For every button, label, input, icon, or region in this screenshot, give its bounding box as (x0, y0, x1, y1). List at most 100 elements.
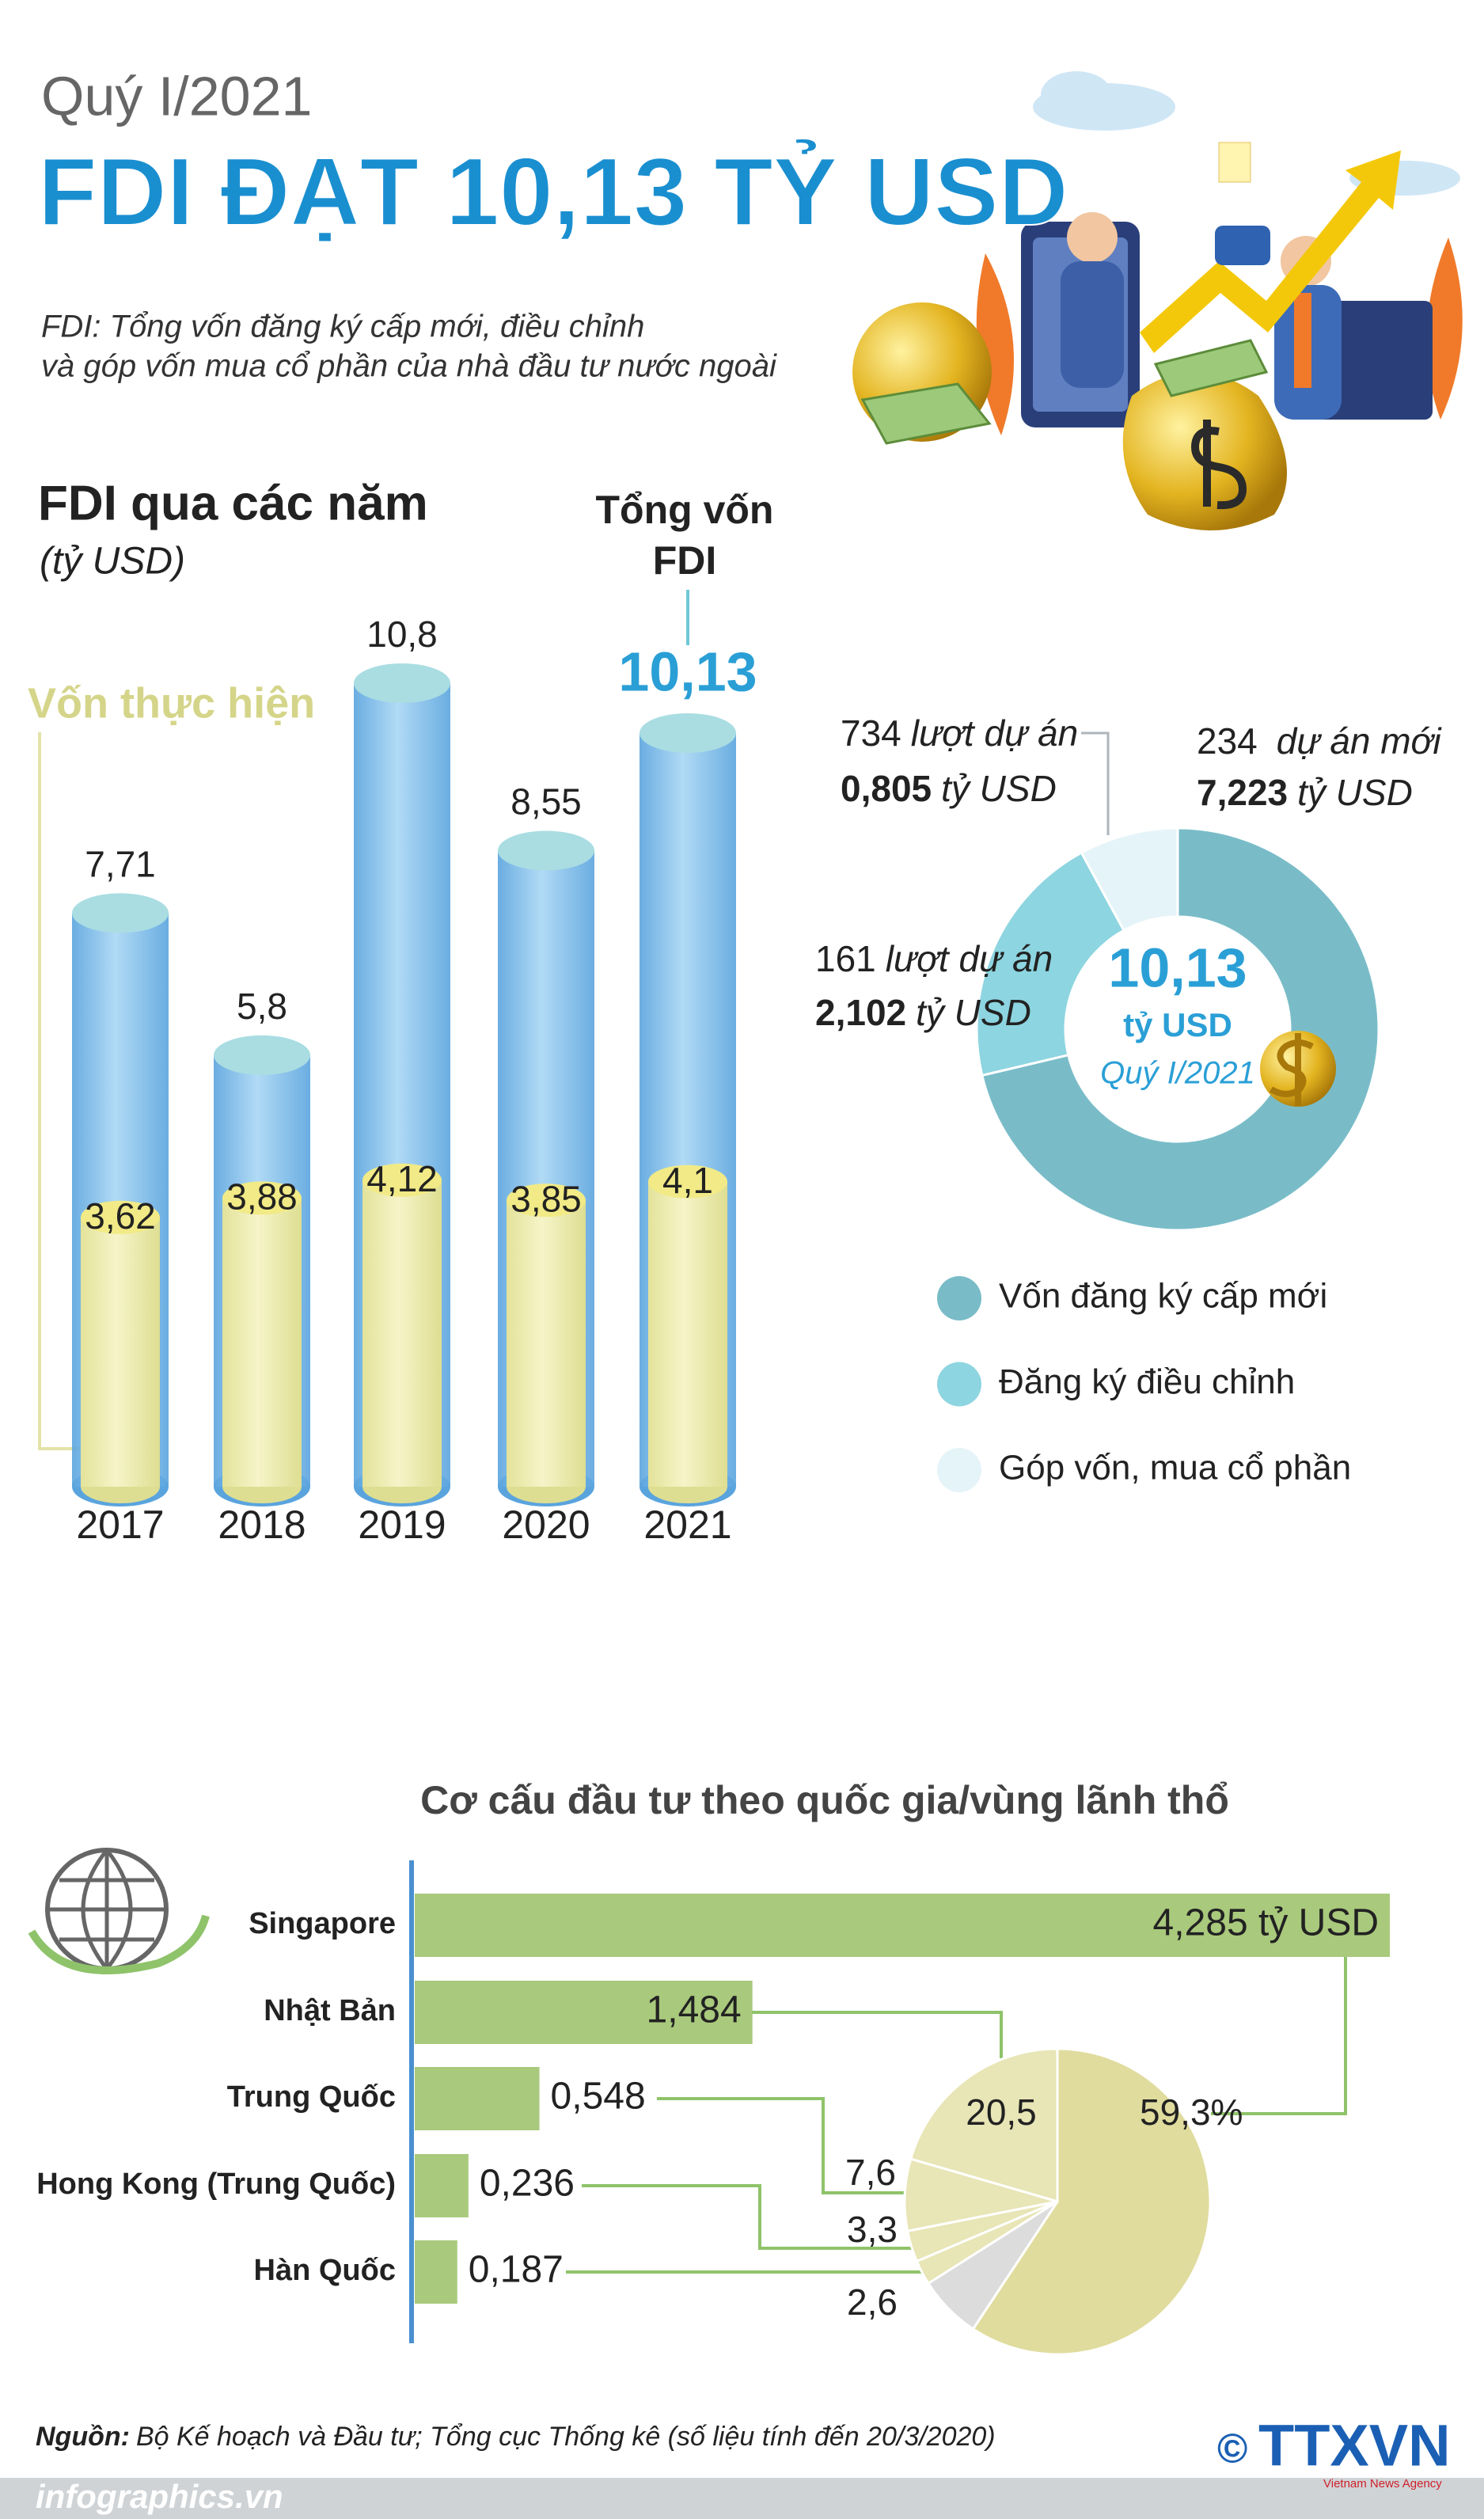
x-tick-label: 2020 (502, 1503, 590, 1547)
value-label: 10,8 (366, 614, 438, 655)
value-label: 2,6 (847, 2282, 898, 2323)
connector (582, 2184, 928, 2250)
illustration (852, 71, 1463, 530)
definition: và góp vốn mua cổ phần của nhà đầu tư nư… (41, 349, 777, 384)
source: Nguồn: Bộ Kế hoạch và Đầu tư; Tổng cục Th… (36, 2422, 996, 2452)
bar (222, 1198, 302, 1487)
segment-value: 7,223 tỷ USD (1197, 772, 1413, 813)
unit: tỷ USD (1297, 772, 1413, 813)
bar (507, 1200, 586, 1487)
cylinder-top (354, 663, 450, 703)
coin-symbol (1269, 1033, 1314, 1106)
project-number: 234 (1197, 720, 1258, 762)
inner-top (507, 1184, 586, 1218)
y-tick-label: Hong Kong (Trung Quốc) (36, 2168, 396, 2201)
project-number: 161 (815, 938, 876, 979)
connector (657, 2097, 922, 2194)
segment-value: 0,805 tỷ USD (841, 768, 1057, 809)
donut-segment (1080, 826, 1179, 933)
value-label: 59,3% (1140, 2092, 1243, 2133)
value-label: 7,71 (85, 844, 156, 885)
value-label: 7,6 (845, 2152, 896, 2193)
total-fdi-label: Tổng vốn FDI (595, 488, 774, 583)
y-tick-label: Singapore (249, 1907, 396, 1940)
chart-subtitle: (tỷ USD) (40, 541, 185, 583)
project-text: lượt dự án (886, 938, 1053, 979)
label-connector (1081, 731, 1110, 835)
y-tick-label: Hàn Quốc (254, 2254, 396, 2287)
value-label: 20,5 (966, 2092, 1037, 2133)
x-tick-label: 2017 (76, 1503, 164, 1547)
project-count: 161 lượt dự án (815, 938, 1053, 979)
source-label: Nguồn: (36, 2422, 130, 2452)
bar (415, 2240, 457, 2304)
bar (648, 1181, 727, 1487)
pie-slice (971, 2047, 1212, 2356)
period: Quý I/2021 (41, 65, 312, 127)
definition: FDI: Tổng vốn đăng ký cấp mới, điều chỉn… (41, 310, 644, 344)
legend-swatch (937, 1362, 981, 1407)
inner-top (222, 1181, 302, 1215)
inner-top (81, 1200, 160, 1234)
inner-top (362, 1163, 442, 1197)
connector (1211, 1957, 1347, 2115)
project-number: 734 (841, 712, 901, 754)
inner-top (648, 1165, 727, 1199)
headline: FDI ĐẠT 10,13 TỶ USD (38, 138, 1068, 245)
value-label: 10,13 (618, 640, 757, 702)
y-tick-label: Nhật Bản (264, 1994, 396, 2027)
project-count: 234 dự án mới (1197, 720, 1442, 762)
donut-caption: Quý I/2021 (1100, 1056, 1255, 1091)
value-label: 0,805 (841, 768, 932, 809)
cylinder-top (640, 712, 736, 753)
value-label: 4,1 (662, 1160, 713, 1201)
x-tick-label: 2021 (643, 1503, 731, 1547)
x-tick-label: 2018 (218, 1503, 306, 1547)
source-text: Bộ Kế hoạch và Đầu tư; Tổng cục Thống kê… (136, 2422, 996, 2452)
website: infographics.vn (36, 2478, 283, 2515)
value-label: 4,12 (366, 1158, 438, 1199)
value-label: 0,236 (480, 2163, 575, 2205)
value-label: 2,102 (815, 992, 906, 1033)
value-label: 8,55 (510, 781, 582, 823)
value-label: 3,85 (510, 1178, 582, 1219)
value-label: 0,548 (551, 2076, 646, 2118)
value-label: 4,285 tỷ USD (1153, 1902, 1379, 1944)
project-text: dự án mới (1277, 720, 1443, 762)
project-count: 734 lượt dự án (841, 712, 1078, 754)
value-label: 0,187 (469, 2249, 564, 2291)
agency-en: Vietnam News Agency (1323, 2477, 1442, 2491)
globe-icon (28, 1914, 210, 1974)
footer-band (0, 2478, 1484, 2519)
pie-slice (926, 2200, 1059, 2331)
bar (81, 1217, 160, 1487)
bar (362, 1180, 442, 1487)
y-tick-label: Trung Quốc (227, 2080, 396, 2114)
copyright: © (1217, 2426, 1247, 2472)
legend-label: Vốn thực hiện (28, 679, 315, 727)
legend-label: Vốn đăng ký cấp mới (999, 1277, 1327, 1316)
legend-label: Góp vốn, mua cổ phần (999, 1449, 1351, 1487)
value-label: 7,223 (1197, 772, 1288, 813)
agency-logo: TTXVN (1258, 2413, 1451, 2479)
unit: tỷ USD (916, 992, 1031, 1033)
value-label: 3,62 (85, 1195, 156, 1237)
donut-segment (975, 850, 1126, 1077)
value-label: 5,8 (237, 986, 287, 1027)
chart-title: FDI qua các năm (38, 476, 428, 530)
bar (415, 2154, 469, 2217)
segment-value: 2,102 tỷ USD (815, 992, 1031, 1033)
bar (415, 1981, 753, 2044)
unit: tỷ USD (941, 768, 1057, 809)
bar (415, 2067, 540, 2130)
value-label: 1,484 (647, 1989, 742, 2031)
project-text: lượt dự án (911, 712, 1078, 754)
cylinder-top (498, 830, 594, 871)
cylinder-top (72, 893, 169, 933)
value-label: 3,3 (847, 2209, 898, 2250)
value-label: 3,88 (226, 1176, 298, 1218)
legend-label: Đăng ký điều chỉnh (999, 1362, 1295, 1401)
donut-total: 10,13 (1108, 937, 1247, 998)
